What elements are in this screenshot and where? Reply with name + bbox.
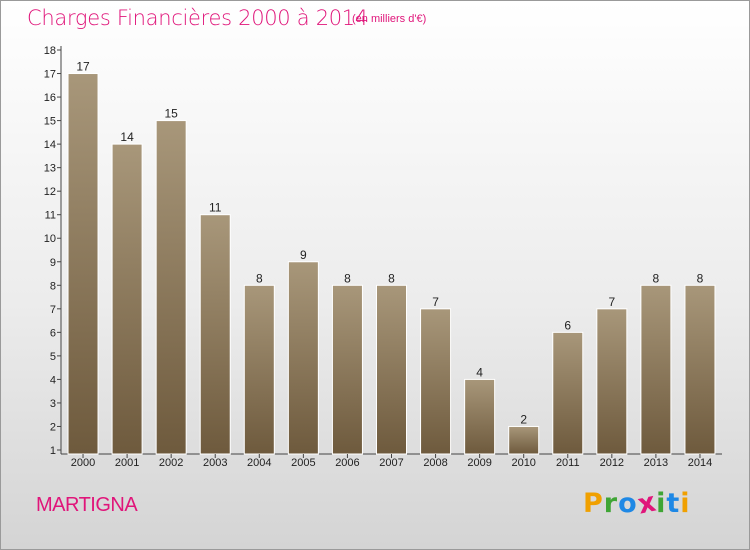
y-tick-label: 11 — [45, 210, 56, 222]
bar-value-label: 14 — [120, 130, 134, 144]
x-tick-label: 2008 — [423, 457, 447, 469]
bar-2009[interactable] — [464, 378, 496, 455]
bar-value-label: 8 — [344, 271, 351, 285]
logo-letter: i — [680, 488, 691, 519]
x-tick-label: 2014 — [688, 457, 712, 469]
y-tick-label: 10 — [44, 233, 56, 245]
bar-2010[interactable] — [508, 425, 540, 455]
bar-2000[interactable] — [67, 73, 99, 455]
x-tick-label: 2001 — [115, 457, 139, 469]
logo-letter: r — [603, 488, 619, 519]
bar-value-label: 8 — [388, 271, 395, 285]
logo-letter: o — [618, 488, 638, 519]
y-tick-label: 17 — [44, 69, 56, 81]
y-tick-label: 9 — [50, 257, 56, 269]
bar-value-label: 11 — [209, 201, 222, 215]
y-tick-label: 16 — [44, 92, 56, 104]
x-tick-label: 2013 — [644, 457, 668, 469]
x-tick-label: 2005 — [291, 457, 315, 469]
y-tick-label: 8 — [50, 280, 56, 292]
bar-2005[interactable] — [287, 261, 319, 455]
y-tick-label: 5 — [50, 351, 56, 363]
x-tick-label: 2007 — [379, 457, 403, 469]
bar-2007[interactable] — [376, 284, 407, 455]
bar-value-label: 17 — [76, 60, 90, 74]
bar-2001[interactable] — [111, 143, 143, 455]
commune-name: MARTIGNA — [36, 494, 138, 516]
x-tick-label: 2009 — [467, 457, 491, 469]
x-tick-label: 2004 — [247, 457, 271, 469]
y-tick-label: 7 — [50, 304, 56, 316]
bar-2006[interactable] — [331, 284, 363, 455]
bar-value-label: 7 — [432, 295, 439, 309]
y-tick-label: 2 — [50, 421, 56, 433]
x-tick-label: 2011 — [556, 457, 580, 469]
bar-2011[interactable] — [552, 331, 584, 455]
bar-value-label: 8 — [697, 271, 704, 285]
y-tick-label: 3 — [50, 398, 56, 410]
logo-letter: P — [583, 488, 604, 519]
x-tick-label: 2010 — [511, 457, 535, 469]
bar-value-label: 4 — [476, 365, 483, 379]
bar-2008[interactable] — [420, 308, 452, 455]
x-tick-label: 2006 — [335, 457, 359, 469]
bar-2013[interactable] — [640, 284, 672, 455]
logo-letter: i — [656, 488, 667, 519]
bar-2014[interactable] — [684, 284, 716, 455]
logo-letter: t — [666, 488, 681, 519]
x-tick-label: 2000 — [71, 457, 95, 469]
bar-2004[interactable] — [243, 284, 275, 455]
bar-value-label: 7 — [608, 295, 615, 309]
y-tick-label: 18 — [44, 45, 56, 57]
x-tick-label: 2012 — [600, 457, 624, 469]
y-tick-label: 12 — [44, 186, 56, 198]
bar-2003[interactable] — [199, 214, 231, 455]
bar-value-label: 8 — [653, 271, 660, 285]
y-tick-label: 1 — [50, 445, 56, 457]
bar-value-label: 15 — [164, 107, 178, 121]
x-tick-label: 2002 — [159, 457, 183, 469]
y-tick-label: 4 — [50, 374, 56, 386]
proxiti-logo[interactable]: Proxiti — [583, 486, 691, 520]
bar-value-label: 9 — [300, 248, 307, 262]
y-tick-label: 15 — [44, 116, 56, 128]
chart-title: Charges Financières 2000 à 2014 — [27, 6, 368, 30]
bar-2012[interactable] — [596, 308, 628, 455]
chart-subtitle: (en milliers d'€) — [352, 13, 427, 25]
x-tick-label: 2003 — [203, 457, 227, 469]
y-tick-label: 13 — [44, 163, 56, 175]
bar-value-label: 8 — [256, 271, 263, 285]
bar-2002[interactable] — [155, 120, 187, 455]
y-tick-label: 14 — [44, 139, 56, 151]
y-tick-label: 6 — [50, 327, 56, 339]
bar-value-label: 2 — [520, 412, 527, 426]
bar-value-label: 6 — [564, 318, 571, 332]
